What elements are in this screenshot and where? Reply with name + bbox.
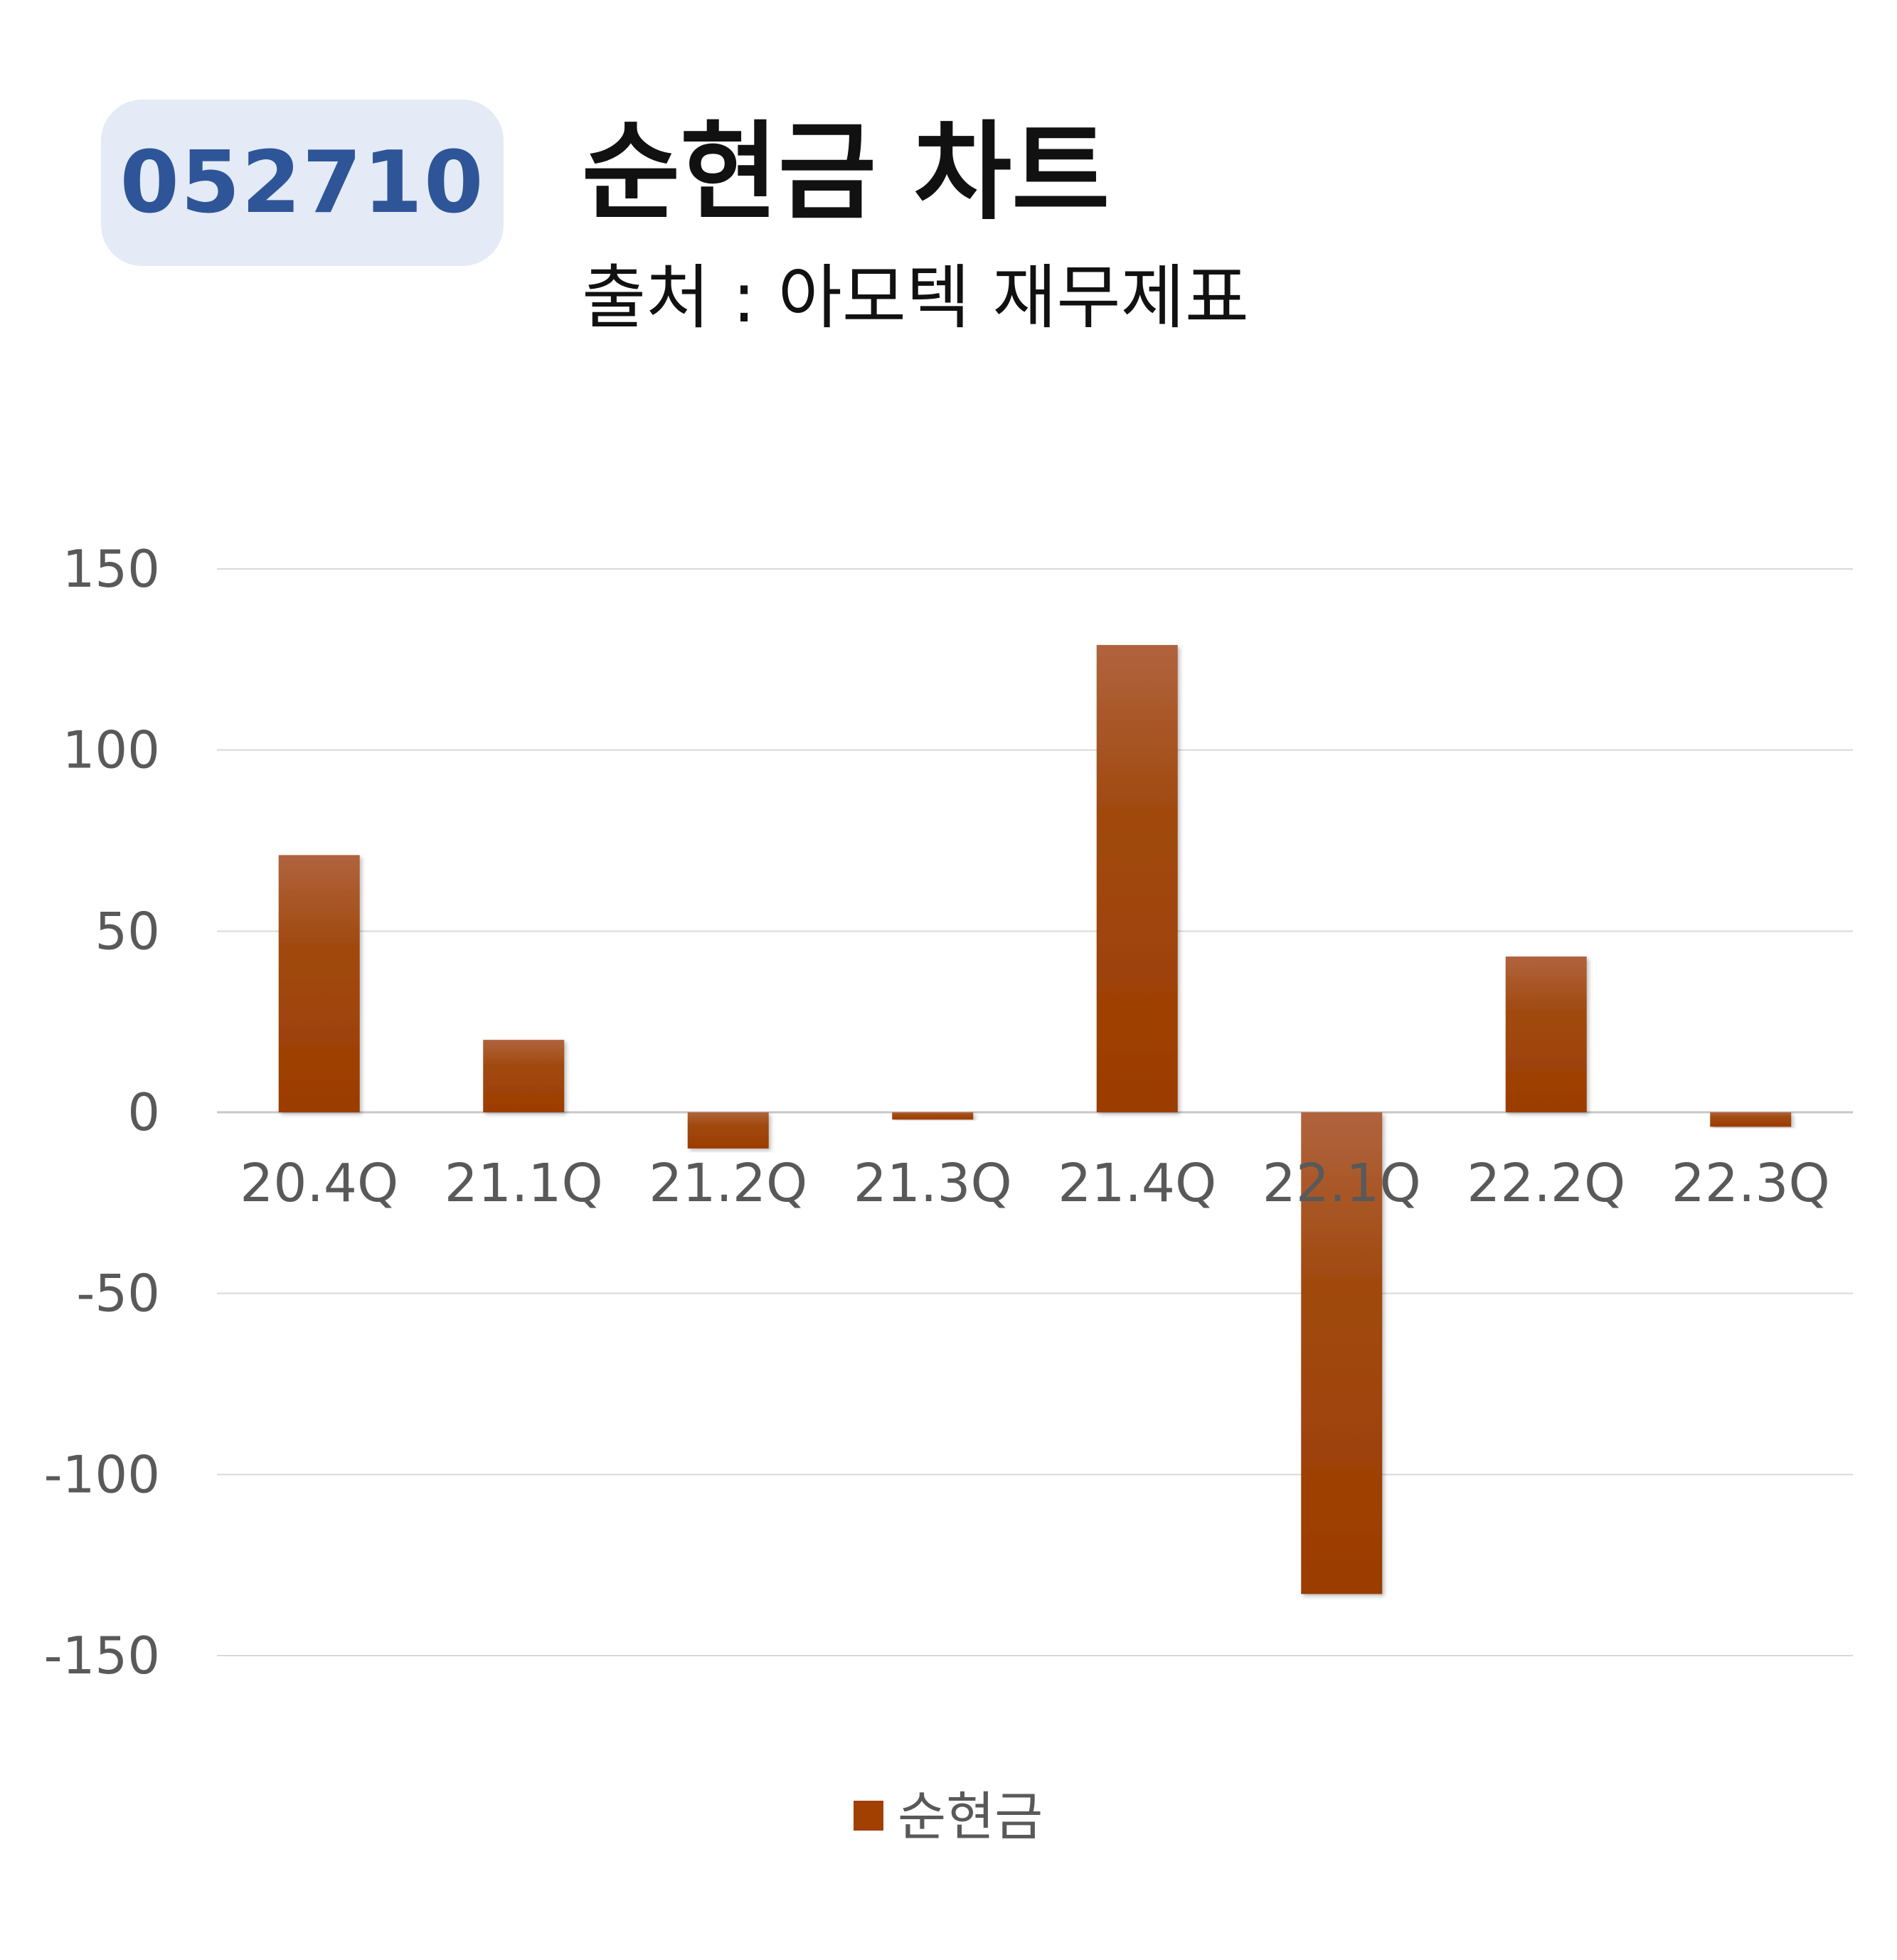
x-category-label: 21.1Q [445,1153,603,1214]
bar [892,1112,974,1120]
bar [1505,956,1587,1112]
y-tick-label: 150 [63,539,160,599]
y-tick-label: 50 [95,901,160,961]
y-axis-ticks: 150 100 50 0 -50 -100 -150 [44,539,160,1685]
bar [1301,1112,1383,1594]
x-axis-labels: 20.4Q 21.1Q 21.2Q 21.3Q 21.4Q 22.1Q 22.2Q 22.3Q [240,1153,1830,1214]
x-category-label: 21.2Q [649,1153,807,1214]
x-category-label: 22.1Q [1263,1153,1421,1214]
y-tick-label: -50 [76,1264,160,1323]
bar [1096,644,1178,1112]
legend-label: 순현금 [898,1786,1043,1848]
grid-lines [217,568,1853,1656]
stock-code-badge: 052710 [101,100,504,266]
chart-subtitle: 출처 : 아모텍 재무제표 [582,257,1249,339]
x-category-label: 20.4Q [240,1153,398,1214]
bar [483,1040,565,1112]
stock-code: 052710 [119,133,485,233]
x-category-label: 21.3Q [854,1153,1012,1214]
chart-title: 순현금 차트 [582,111,1110,235]
y-tick-label: 100 [63,720,160,780]
bar [1710,1112,1792,1127]
y-tick-label: -150 [44,1626,160,1685]
bars [278,644,1792,1594]
x-category-label: 22.2Q [1467,1153,1625,1214]
bar [278,855,360,1112]
legend: 순현금 [854,1786,1043,1848]
x-category-label: 22.3Q [1672,1153,1830,1214]
bar [687,1112,769,1149]
y-tick-label: 0 [127,1082,160,1142]
y-tick-label: -100 [44,1444,160,1504]
legend-swatch [854,1801,883,1831]
x-category-label: 21.4Q [1058,1153,1216,1214]
